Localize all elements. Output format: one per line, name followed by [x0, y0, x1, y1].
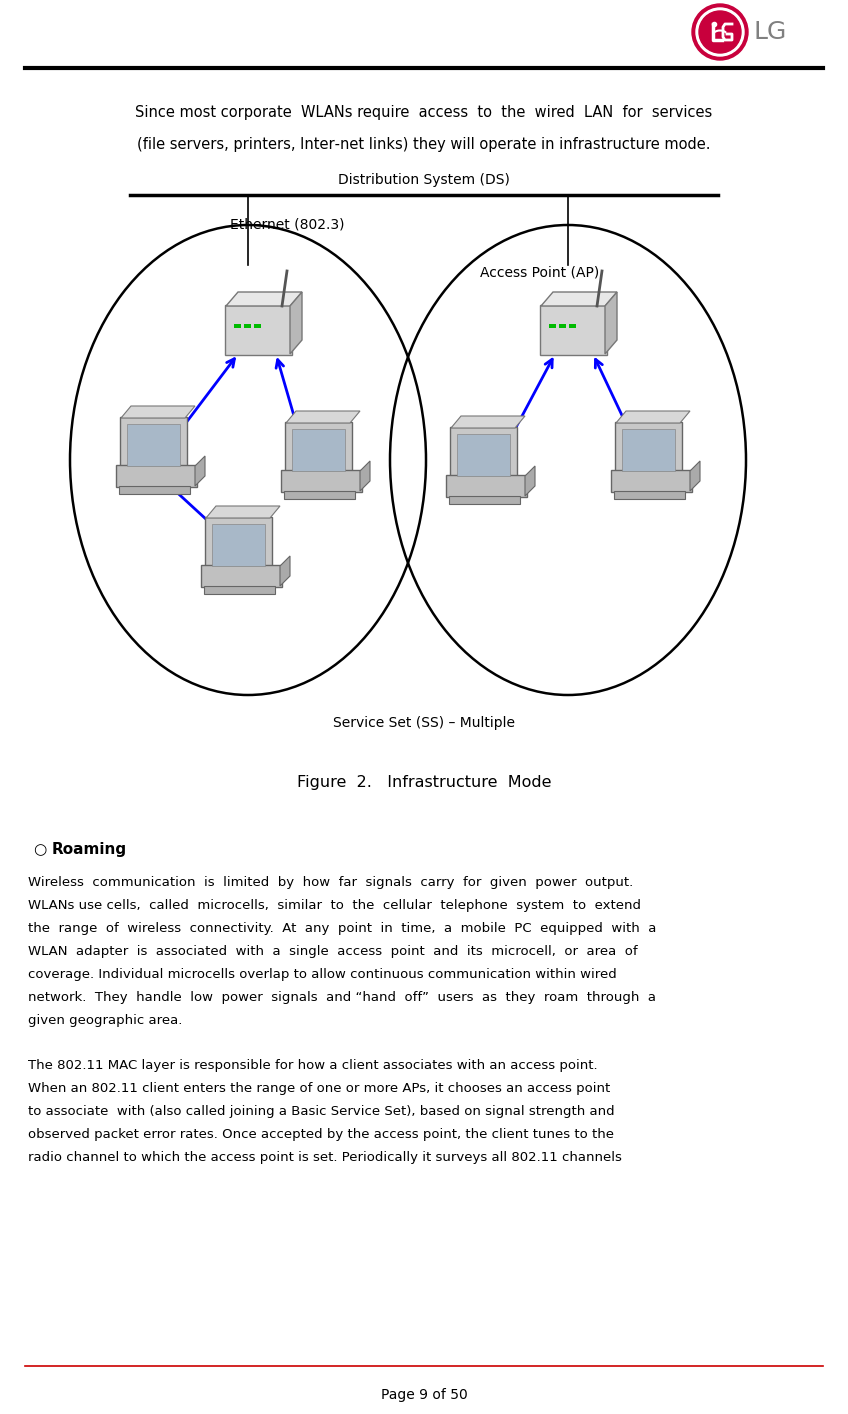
Polygon shape — [451, 416, 525, 428]
FancyBboxPatch shape — [611, 469, 692, 492]
FancyBboxPatch shape — [615, 421, 682, 477]
Polygon shape — [121, 406, 195, 419]
Circle shape — [699, 11, 741, 52]
FancyBboxPatch shape — [285, 421, 352, 477]
Bar — [569, 324, 576, 328]
Circle shape — [696, 8, 744, 57]
Bar — [119, 486, 190, 493]
Text: The 802.11 MAC layer is responsible for how a client associates with an access p: The 802.11 MAC layer is responsible for … — [28, 1059, 598, 1072]
Polygon shape — [290, 293, 302, 354]
Text: to associate  with (also called joining a Basic Service Set), based on signal st: to associate with (also called joining a… — [28, 1104, 615, 1118]
Polygon shape — [195, 455, 205, 486]
Polygon shape — [605, 293, 617, 354]
Text: LG: LG — [754, 20, 787, 44]
Bar — [559, 324, 566, 328]
Polygon shape — [286, 411, 360, 423]
FancyBboxPatch shape — [120, 417, 187, 471]
Text: Access Point (AP): Access Point (AP) — [480, 264, 600, 279]
Text: Ethernet (802.3): Ethernet (802.3) — [230, 216, 344, 230]
Text: Distribution System (DS): Distribution System (DS) — [338, 173, 510, 187]
Text: Service Set (SS) – Multiple: Service Set (SS) – Multiple — [333, 715, 515, 730]
Text: Roaming: Roaming — [52, 841, 127, 857]
FancyBboxPatch shape — [281, 469, 362, 492]
FancyBboxPatch shape — [205, 518, 272, 571]
FancyBboxPatch shape — [450, 427, 517, 481]
Polygon shape — [541, 293, 617, 305]
FancyBboxPatch shape — [292, 428, 345, 471]
Bar — [254, 324, 261, 328]
Text: WLANs use cells,  called  microcells,  similar  to  the  cellular  telephone  sy: WLANs use cells, called microcells, simi… — [28, 899, 641, 912]
FancyBboxPatch shape — [446, 475, 527, 496]
FancyBboxPatch shape — [622, 428, 675, 471]
Text: Page 9 of 50: Page 9 of 50 — [381, 1389, 467, 1403]
Text: WLAN  adapter  is  associated  with  a  single  access  point  and  its  microce: WLAN adapter is associated with a single… — [28, 945, 638, 959]
Polygon shape — [690, 461, 700, 491]
Bar — [549, 324, 556, 328]
Text: When an 802.11 client enters the range of one or more APs, it chooses an access : When an 802.11 client enters the range o… — [28, 1082, 611, 1094]
FancyBboxPatch shape — [127, 424, 180, 467]
Bar — [449, 496, 520, 503]
Polygon shape — [525, 467, 535, 496]
FancyBboxPatch shape — [212, 525, 265, 566]
Text: Since most corporate  WLANs require  access  to  the  wired  LAN  for  services: Since most corporate WLANs require acces… — [136, 105, 712, 120]
Polygon shape — [206, 506, 280, 518]
Text: (file servers, printers, Inter‐net links) they will operate in infrastructure mo: (file servers, printers, Inter‐net links… — [137, 137, 711, 151]
Text: coverage. Individual microcells overlap to allow continuous communication within: coverage. Individual microcells overlap … — [28, 969, 616, 981]
Bar — [234, 324, 241, 328]
Text: given geographic area.: given geographic area. — [28, 1014, 182, 1027]
FancyBboxPatch shape — [457, 434, 510, 477]
FancyBboxPatch shape — [225, 305, 292, 355]
Polygon shape — [616, 411, 690, 423]
Text: observed packet error rates. Once accepted by the access point, th​e client tune: observed packet error rates. Once accept… — [28, 1128, 614, 1141]
FancyBboxPatch shape — [201, 566, 282, 587]
Text: the  range  of  wireless  connectivity.  At  any  point  in  time,  a  mobile  P: the range of wireless connectivity. At a… — [28, 922, 656, 935]
Polygon shape — [226, 293, 302, 305]
Bar — [614, 491, 685, 499]
Bar — [244, 324, 251, 328]
Bar — [204, 585, 275, 594]
Polygon shape — [360, 461, 370, 491]
Circle shape — [692, 4, 748, 59]
Bar — [284, 491, 355, 499]
Polygon shape — [280, 556, 290, 585]
Text: Wireless  communication  is  limited  by  how  far  signals  carry  for  given  : Wireless communication is limited by how… — [28, 877, 633, 889]
Text: Figure  2.   Infrastructure  Mode: Figure 2. Infrastructure Mode — [297, 775, 551, 790]
Text: network.  They  handle  low  power  signals  and “hand  off”  users  as  they  r: network. They handle low power signals a… — [28, 991, 656, 1004]
Text: ○: ○ — [33, 841, 47, 857]
Text: radio channel to which the access point is set. Periodically it surveys all 802.: radio channel to which the access point … — [28, 1151, 622, 1164]
FancyBboxPatch shape — [116, 465, 197, 486]
FancyBboxPatch shape — [540, 305, 607, 355]
